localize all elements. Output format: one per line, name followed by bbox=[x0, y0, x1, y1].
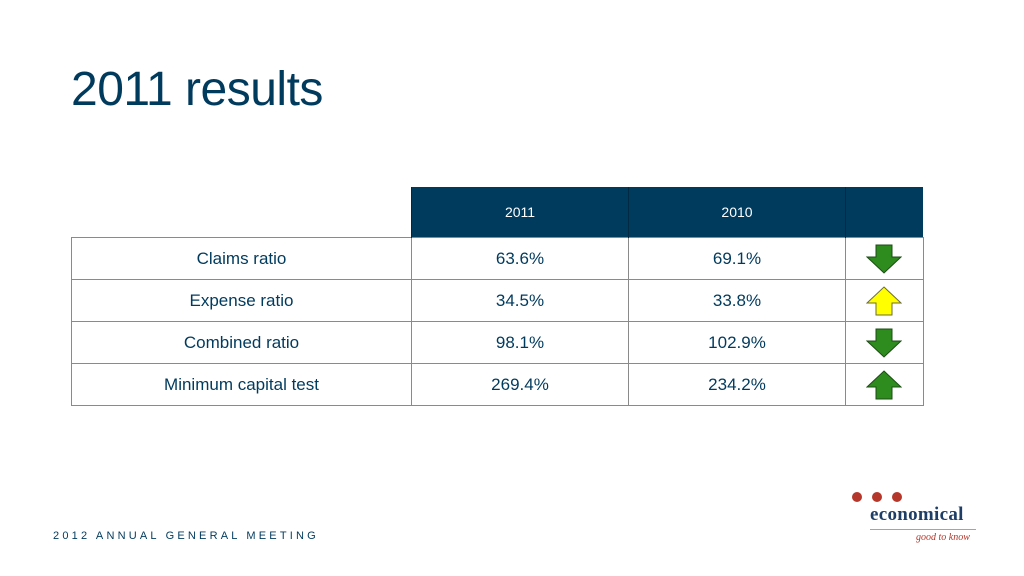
metric-label: Minimum capital test bbox=[71, 363, 412, 406]
header-trend bbox=[845, 187, 923, 238]
table-row: Expense ratio 34.5% 33.8% bbox=[71, 279, 924, 322]
arrow-down-icon bbox=[866, 244, 903, 274]
value-2010: 102.9% bbox=[628, 321, 846, 364]
metric-label: Combined ratio bbox=[71, 321, 412, 364]
value-2011: 34.5% bbox=[411, 279, 629, 322]
logo-divider bbox=[870, 529, 976, 530]
table-header-row: 2011 2010 bbox=[71, 187, 923, 238]
arrow-down-icon bbox=[866, 328, 903, 358]
value-2011: 63.6% bbox=[411, 237, 629, 280]
trend-cell bbox=[845, 363, 924, 406]
economical-logo: economical good to know bbox=[850, 490, 990, 550]
metric-label: Claims ratio bbox=[71, 237, 412, 280]
slide-title: 2011 results bbox=[71, 63, 323, 116]
logo-tagline: good to know bbox=[916, 532, 970, 543]
logo-dots-icon bbox=[852, 492, 912, 504]
value-2010: 234.2% bbox=[628, 363, 846, 406]
value-2011: 269.4% bbox=[411, 363, 629, 406]
logo-wordmark: economical bbox=[870, 504, 964, 525]
header-2010: 2010 bbox=[628, 187, 846, 238]
header-2011: 2011 bbox=[411, 187, 629, 238]
header-corner-cell bbox=[71, 187, 412, 238]
trend-cell bbox=[845, 279, 924, 322]
value-2011: 98.1% bbox=[411, 321, 629, 364]
footer-meeting-label: 2012 ANNUAL GENERAL MEETING bbox=[53, 530, 319, 542]
logo-dot bbox=[852, 492, 862, 502]
value-2010: 69.1% bbox=[628, 237, 846, 280]
trend-cell bbox=[845, 237, 924, 280]
table-row: Combined ratio 98.1% 102.9% bbox=[71, 321, 924, 364]
value-2010: 33.8% bbox=[628, 279, 846, 322]
arrow-up-icon bbox=[866, 369, 903, 400]
table-row: Claims ratio 63.6% 69.1% bbox=[71, 237, 924, 280]
trend-cell bbox=[845, 321, 924, 364]
arrow-up-icon bbox=[866, 285, 903, 316]
metric-label: Expense ratio bbox=[71, 279, 412, 322]
logo-dot bbox=[872, 492, 882, 502]
table-row: Minimum capital test 269.4% 234.2% bbox=[71, 363, 924, 406]
results-table: 2011 2010 Claims ratio 63.6% 69.1% Expen… bbox=[71, 187, 924, 406]
logo-dot bbox=[892, 492, 902, 502]
